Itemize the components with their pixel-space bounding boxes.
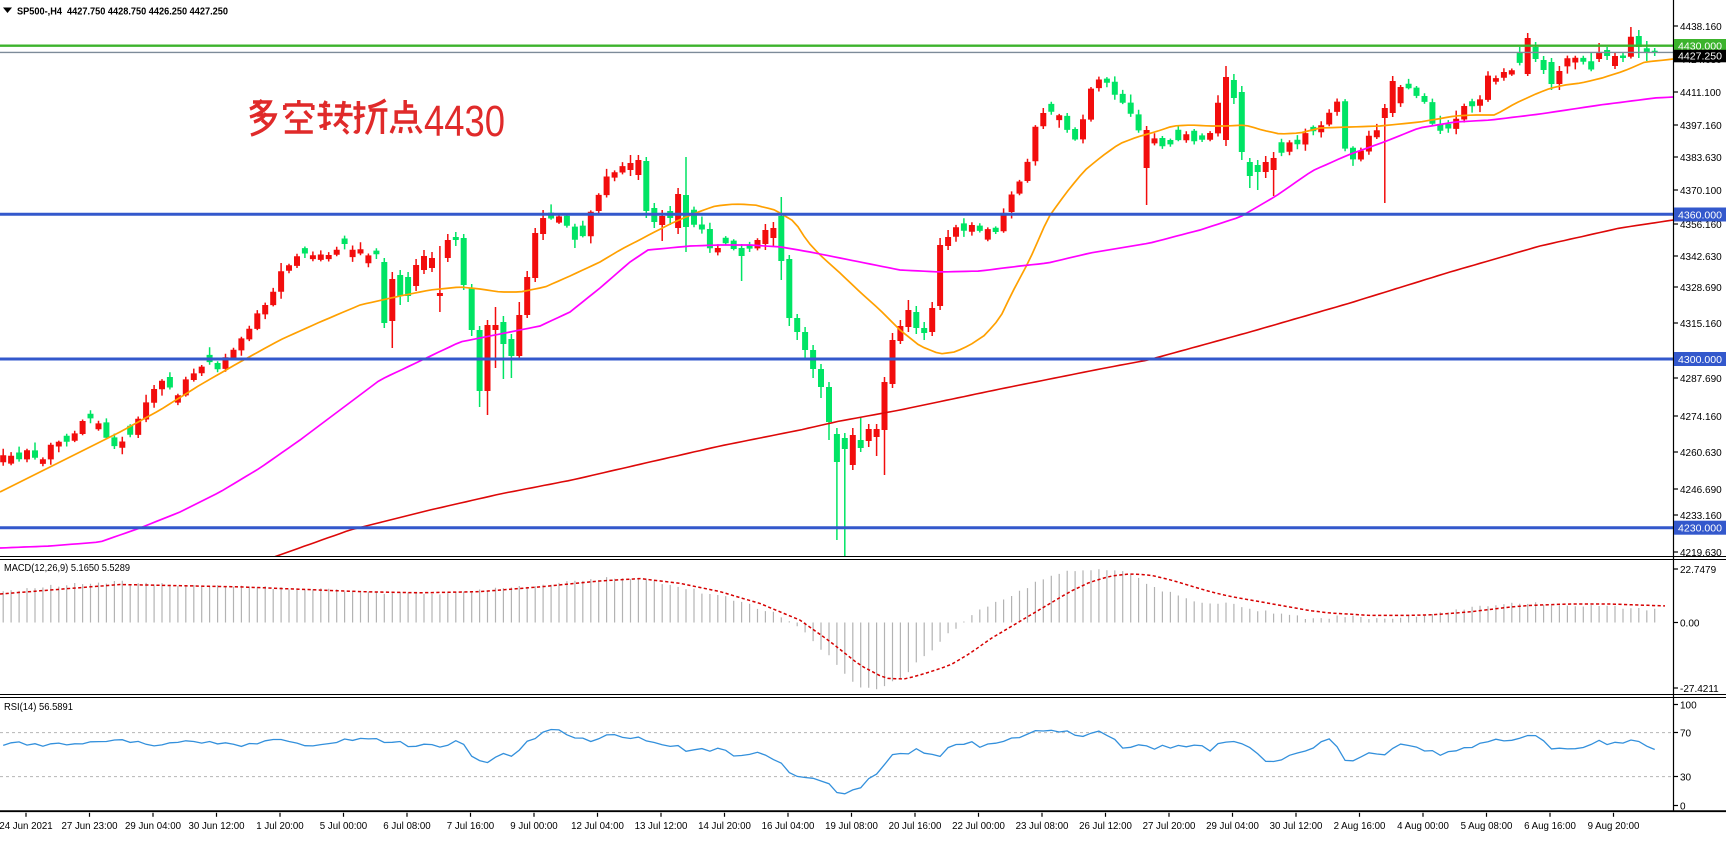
svg-text:4246.690: 4246.690	[1680, 485, 1722, 496]
svg-text:4397.160: 4397.160	[1680, 121, 1722, 132]
svg-text:20 Jul 16:00: 20 Jul 16:00	[889, 821, 942, 832]
svg-text:30: 30	[1680, 773, 1692, 784]
svg-text:4356.160: 4356.160	[1680, 220, 1722, 231]
svg-text:4430.000: 4430.000	[1678, 41, 1722, 53]
svg-text:100: 100	[1680, 701, 1697, 712]
svg-text:4219.630: 4219.630	[1680, 548, 1722, 559]
svg-text:4342.630: 4342.630	[1680, 252, 1722, 263]
svg-text:27 Jun 23:00: 27 Jun 23:00	[61, 821, 118, 832]
svg-text:4430: 4430	[424, 97, 505, 146]
svg-text:22 Jul 00:00: 22 Jul 00:00	[952, 821, 1005, 832]
svg-text:19 Jul 08:00: 19 Jul 08:00	[825, 821, 878, 832]
svg-text:5 Jul 00:00: 5 Jul 00:00	[320, 821, 368, 832]
svg-text:9 Aug 20:00: 9 Aug 20:00	[1588, 821, 1640, 832]
svg-text:MACD(12,26,9) 5.1650 5.5289: MACD(12,26,9) 5.1650 5.5289	[4, 562, 130, 574]
svg-text:13 Jul 12:00: 13 Jul 12:00	[635, 821, 688, 832]
svg-text:30 Jul 12:00: 30 Jul 12:00	[1270, 821, 1323, 832]
svg-text:4427.250: 4427.250	[1678, 50, 1722, 62]
svg-text:29 Jun 04:00: 29 Jun 04:00	[125, 821, 182, 832]
svg-text:4287.690: 4287.690	[1680, 374, 1722, 385]
svg-text:4328.690: 4328.690	[1680, 283, 1722, 294]
svg-text:4230.000: 4230.000	[1678, 523, 1722, 535]
svg-text:9 Jul 00:00: 9 Jul 00:00	[510, 821, 558, 832]
svg-text:70: 70	[1680, 729, 1692, 740]
svg-text:0: 0	[1680, 802, 1686, 813]
svg-text:14 Jul 20:00: 14 Jul 20:00	[698, 821, 751, 832]
svg-text:SP500-,H4 4427.750 4428.750 4: SP500-,H4 4427.750 4428.750 4426.250 442…	[17, 6, 228, 18]
svg-text:4383.630: 4383.630	[1680, 153, 1722, 164]
svg-text:6 Aug 16:00: 6 Aug 16:00	[1524, 821, 1576, 832]
svg-text:1 Jul 20:00: 1 Jul 20:00	[256, 821, 304, 832]
svg-text:RSI(14) 56.5891: RSI(14) 56.5891	[4, 701, 73, 713]
svg-text:26 Jul 12:00: 26 Jul 12:00	[1079, 821, 1132, 832]
svg-text:12 Jul 04:00: 12 Jul 04:00	[571, 821, 624, 832]
svg-text:4 Aug 00:00: 4 Aug 00:00	[1397, 821, 1449, 832]
svg-text:4411.100: 4411.100	[1680, 88, 1721, 99]
svg-text:29 Jul 04:00: 29 Jul 04:00	[1206, 821, 1259, 832]
svg-text:30 Jun 12:00: 30 Jun 12:00	[188, 821, 245, 832]
svg-text:0.00: 0.00	[1680, 619, 1700, 630]
svg-text:4315.160: 4315.160	[1680, 319, 1722, 330]
svg-text:6 Jul 08:00: 6 Jul 08:00	[383, 821, 431, 832]
svg-text:4233.160: 4233.160	[1680, 511, 1722, 522]
svg-text:2 Aug 16:00: 2 Aug 16:00	[1334, 821, 1386, 832]
svg-text:7 Jul 16:00: 7 Jul 16:00	[447, 821, 495, 832]
svg-text:-27.4211: -27.4211	[1680, 684, 1719, 695]
svg-text:4300.000: 4300.000	[1678, 354, 1722, 366]
svg-text:16 Jul 04:00: 16 Jul 04:00	[762, 821, 815, 832]
svg-text:4370.100: 4370.100	[1680, 186, 1722, 197]
svg-text:5 Aug 08:00: 5 Aug 08:00	[1461, 821, 1513, 832]
svg-text:24 Jun 2021: 24 Jun 2021	[0, 821, 53, 832]
svg-text:4438.160: 4438.160	[1680, 22, 1722, 33]
svg-text:22.7479: 22.7479	[1680, 565, 1717, 576]
svg-text:27 Jul 20:00: 27 Jul 20:00	[1143, 821, 1196, 832]
svg-text:4260.630: 4260.630	[1680, 448, 1722, 459]
svg-text:23 Jul 08:00: 23 Jul 08:00	[1016, 821, 1069, 832]
svg-text:4360.000: 4360.000	[1678, 210, 1722, 222]
svg-text:4274.160: 4274.160	[1680, 412, 1722, 423]
